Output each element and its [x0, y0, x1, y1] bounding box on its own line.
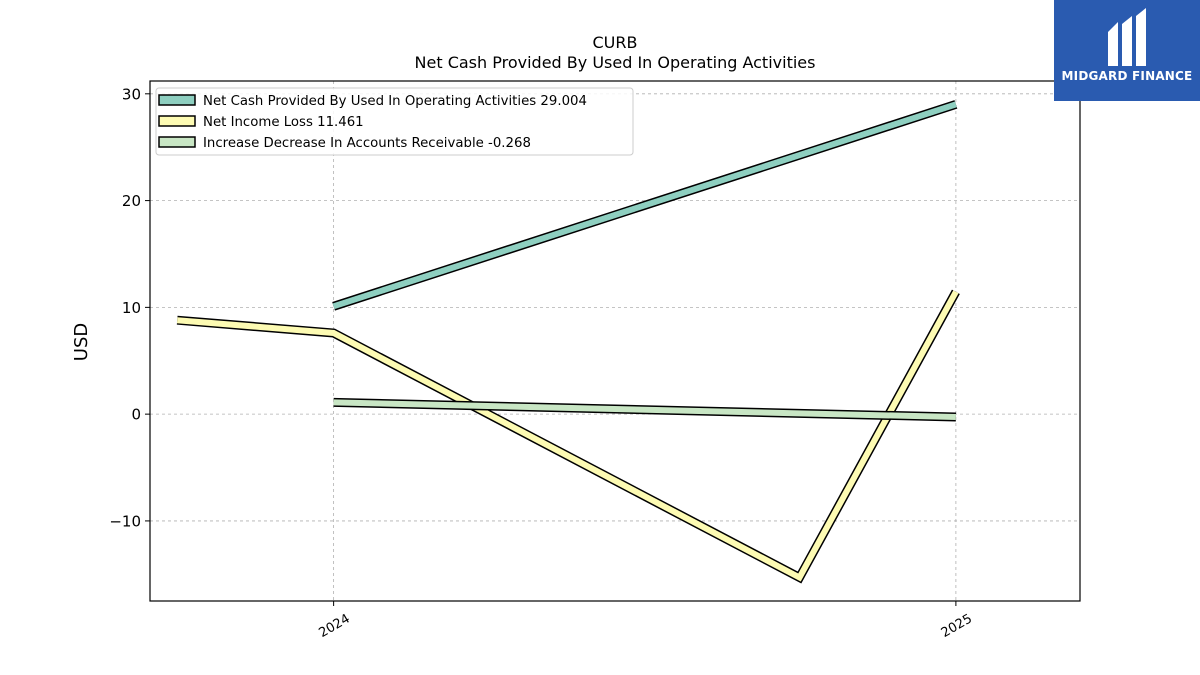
y-tick-label: 20 — [122, 192, 141, 210]
plot-frame — [149, 80, 1081, 602]
y-tick-label: −10 — [109, 512, 141, 530]
y-tick-label: 30 — [122, 85, 141, 103]
legend-swatch — [158, 115, 196, 127]
series-line-1 — [332, 100, 958, 311]
y-tick-label: 0 — [131, 406, 141, 424]
brand-logo: MIDGARD FINANCE — [1054, 0, 1200, 101]
chart-title: CURB — [593, 33, 638, 52]
y-axis-label: USD — [71, 323, 92, 361]
x-tick-label: 2024 — [316, 611, 352, 641]
series-line-3 — [333, 397, 957, 422]
series-layer — [176, 100, 960, 584]
series-fill — [176, 290, 959, 582]
legend-box — [155, 87, 634, 156]
legend-label: Net Income Loss 11.461 — [203, 115, 364, 130]
y-axis-ticks: −10 0 10 20 30 — [109, 85, 150, 530]
series-line-2 — [176, 289, 960, 584]
y-tick-label: 10 — [122, 299, 141, 317]
legend-label: Increase Decrease In Accounts Receivable… — [203, 136, 531, 151]
legend-label: Net Cash Provided By Used In Operating A… — [203, 94, 587, 109]
x-axis-ticks: 2024 2025 — [316, 601, 975, 641]
legend-swatch — [158, 136, 196, 148]
legend: Net Cash Provided By Used In Operating A… — [155, 87, 634, 156]
logo-mark-icon — [1108, 8, 1146, 66]
chart-subtitle: Net Cash Provided By Used In Operating A… — [415, 53, 816, 72]
x-tick-label: 2025 — [939, 611, 975, 641]
legend-swatch — [158, 94, 196, 106]
series-fill — [333, 399, 956, 420]
grid — [150, 81, 1080, 601]
logo-text: MIDGARD FINANCE — [1061, 69, 1193, 83]
series-outline — [176, 289, 960, 584]
series-fill — [332, 101, 957, 310]
